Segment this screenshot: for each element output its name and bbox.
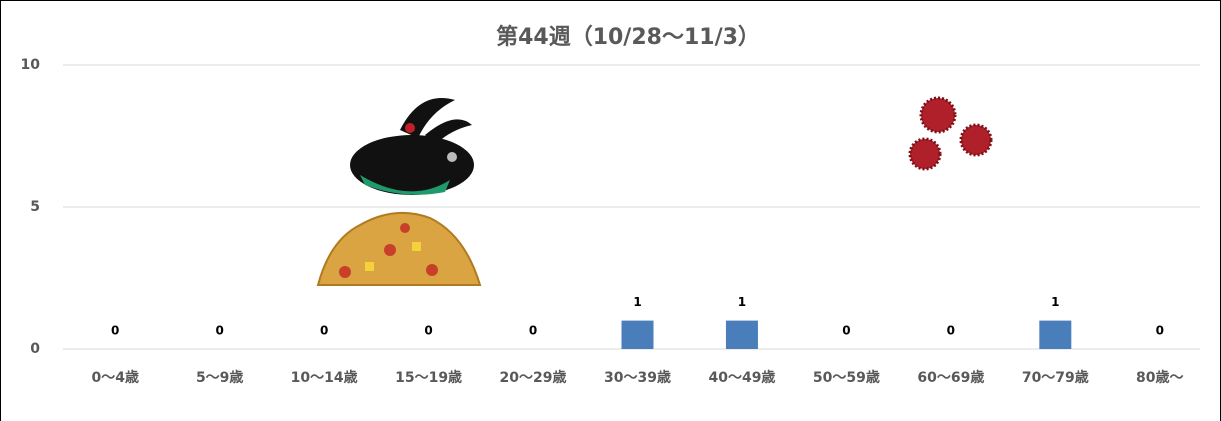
- value-label: 1: [1051, 295, 1059, 309]
- y-tick-label: 0: [30, 341, 40, 357]
- value-label: 0: [320, 324, 328, 338]
- chart-title: 第44週（10/28～11/3）: [496, 24, 760, 50]
- value-label: 1: [633, 295, 641, 309]
- chart: 第44週（10/28～11/3） 05100～4歳05～9歳010～14歳015…: [0, 0, 1221, 421]
- bar: [622, 321, 654, 349]
- value-label: 0: [947, 324, 955, 338]
- chart-frame: [1, 1, 1221, 421]
- value-label: 0: [424, 324, 432, 338]
- value-label: 0: [111, 324, 119, 338]
- x-tick-label: 70～79歳: [1022, 369, 1089, 386]
- value-label: 1: [738, 295, 746, 309]
- x-tick-label: 5～9歳: [196, 369, 243, 386]
- x-tick-label: 60～69歳: [917, 369, 984, 386]
- x-tick-label: 50～59歳: [813, 369, 880, 386]
- value-label: 0: [529, 324, 537, 338]
- x-tick-label: 20～29歳: [500, 369, 567, 386]
- x-tick-label: 0～4歳: [91, 369, 138, 386]
- value-label: 0: [842, 324, 850, 338]
- bar: [1039, 321, 1071, 349]
- y-tick-label: 10: [21, 57, 41, 73]
- value-label: 0: [1156, 324, 1164, 338]
- y-tick-label: 5: [30, 199, 40, 215]
- x-tick-label: 10～14歳: [291, 369, 358, 386]
- x-tick-label: 15～19歳: [395, 369, 462, 386]
- x-tick-label: 30～39歳: [604, 369, 671, 386]
- bar: [726, 321, 758, 349]
- x-tick-label: 40～49歳: [708, 369, 775, 386]
- x-tick-label: 80歳～: [1136, 369, 1183, 386]
- value-label: 0: [216, 324, 224, 338]
